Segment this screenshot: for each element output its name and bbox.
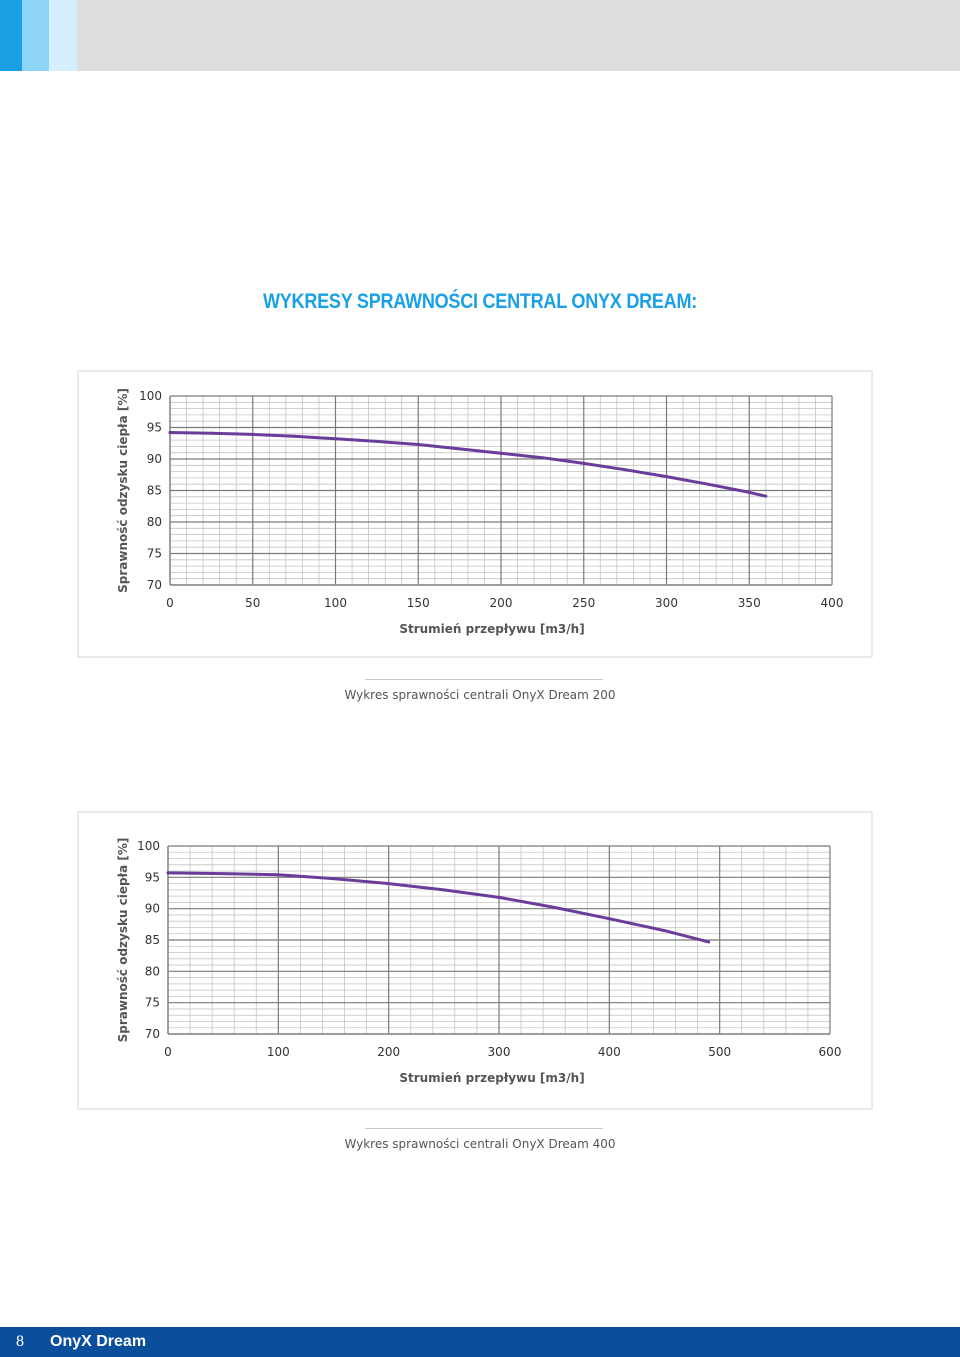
chart-caption-2: Wykres sprawności centrali OnyX Dream 40… [344,1137,616,1151]
efficiency-series-line [168,431,768,498]
data-point [747,490,751,494]
caption-rule-1 [365,679,603,680]
data-point [458,447,462,451]
y-tick-label: 75 [147,547,162,561]
y-tick-label: 95 [147,421,162,435]
y-tick-label: 80 [145,964,160,978]
page-title: WYKRESY SPRAWNOŚCI CENTRAL ONYX DREAM: [262,290,698,313]
x-tick-label: 350 [738,596,761,610]
data-point [582,461,586,465]
y-tick-label: 85 [145,933,160,947]
data-point [497,895,501,899]
efficiency-chart-dream-200: 0 50 100 150 200 250 300 350 400 70 75 80 85 90 95 100 S… [77,370,873,658]
y-tick-label: 90 [147,452,162,466]
data-point [764,494,768,498]
top-band-stripe-3 [49,0,77,71]
data-point [221,872,225,876]
y-tick-label: 100 [139,389,162,403]
data-point [166,871,170,875]
x-tick-label: 300 [488,1045,511,1059]
data-point [499,451,503,455]
x-tick-label: 400 [598,1045,621,1059]
data-point [292,434,296,438]
x-tick-label: 300 [655,596,678,610]
x-tick-label: 50 [245,596,260,610]
data-point [665,475,668,479]
y-tick-label: 75 [145,996,160,1010]
y-axis-label: Sprawność odzysku ciepła [%] [116,388,130,593]
y-tick-label: 70 [147,578,162,592]
x-axis-label: Strumień przepływu [m3/h] [399,1071,584,1085]
data-point [540,456,544,460]
y-axis-label: Sprawność odzysku ciepła [%] [116,838,130,1043]
footer-bar: 8 OnyX Dream [0,1327,960,1357]
page-number: 8 [16,1333,24,1350]
data-point [332,877,335,881]
data-point [276,873,280,877]
data-point [442,888,446,892]
x-tick-label: 100 [267,1045,290,1059]
data-point [706,482,710,486]
chart-frame [77,370,873,658]
data-point [416,443,420,447]
caption-rule-2 [365,1128,603,1129]
data-point [607,917,611,921]
data-point [707,940,711,944]
y-tick-label: 100 [137,839,160,853]
data-point [387,882,391,886]
data-point [334,437,337,441]
y-tick-label: 95 [145,870,160,884]
x-tick-label: 100 [324,596,347,610]
data-point [168,431,172,435]
x-tick-label: 0 [166,596,174,610]
y-tick-label: 70 [145,1027,160,1041]
x-tick-label: 200 [490,596,513,610]
data-point [209,431,213,435]
y-tick-label: 90 [145,902,160,916]
x-tick-label: 250 [572,596,595,610]
x-tick-label: 150 [407,596,430,610]
data-point [552,905,556,909]
x-tick-label: 0 [164,1045,172,1059]
top-band-stripe-2 [22,0,49,71]
efficiency-chart-dream-400: 0 100 200 300 400 500 600 70 75 80 85 90 95 100 Strumi… [77,811,873,1110]
chart-frame [77,811,873,1110]
x-tick-label: 400 [821,596,844,610]
data-point [251,432,255,436]
data-point [663,929,666,933]
top-band [0,0,960,71]
x-axis-label: Strumień przepływu [m3/h] [399,622,584,636]
y-tick-label: 85 [147,484,162,498]
footer-brand: OnyX Dream [50,1333,147,1350]
data-point [375,439,379,443]
y-tick-label: 80 [147,515,162,529]
x-tick-label: 200 [377,1045,400,1059]
x-tick-label: 500 [708,1045,731,1059]
chart-caption-1: Wykres sprawności centrali OnyX Dream 20… [344,688,616,702]
data-point [623,468,627,472]
x-tick-label: 600 [819,1045,842,1059]
top-band-stripe-1 [0,0,22,71]
